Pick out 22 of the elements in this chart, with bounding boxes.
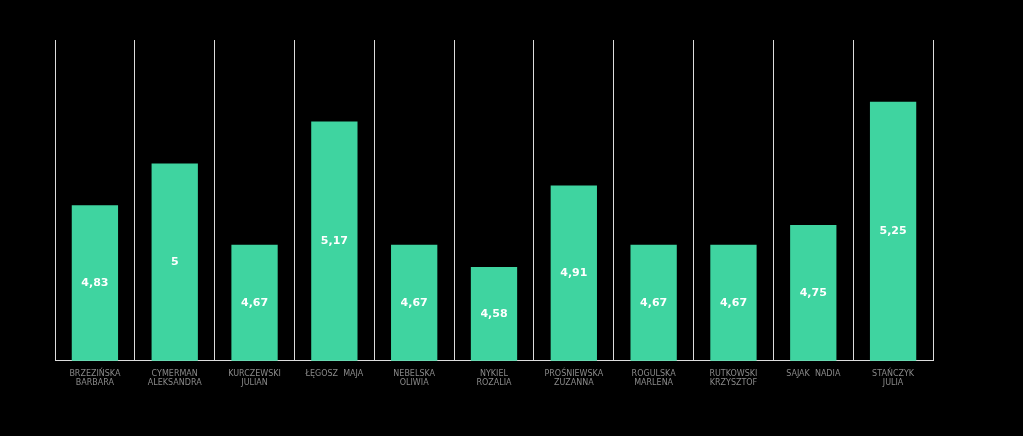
data-label: 4,91 bbox=[560, 266, 588, 280]
data-label: 4,67 bbox=[640, 295, 668, 309]
x-tick-label: NYKIEL ROZALIA bbox=[476, 368, 513, 388]
data-label: 4,83 bbox=[81, 275, 109, 289]
x-tick-label: PROŚNIEWSKA ZUZANNA bbox=[544, 366, 604, 388]
data-label: 4,67 bbox=[400, 295, 428, 309]
data-label: 4,67 bbox=[719, 295, 748, 309]
x-tick-label: ROGULSKA MARLENA bbox=[631, 368, 677, 388]
data-label: 4,67 bbox=[240, 295, 269, 309]
data-label: 5 bbox=[170, 254, 179, 268]
x-tick-label: BRZEZIŃSKA BARBARA bbox=[69, 366, 121, 388]
x-tick-label: ŁĘGOSZ MAJA bbox=[304, 368, 364, 378]
x-tick-label: STAŃCZYK JULIA bbox=[872, 366, 915, 388]
x-tick-label: RUTKOWSKI KRZYSZTOF bbox=[709, 368, 758, 388]
data-label: 5,17 bbox=[320, 233, 348, 247]
x-tick-label: KURCZEWSKI JULIAN bbox=[228, 368, 281, 388]
x-tick-label: CYMERMAN ALEKSANDRA bbox=[147, 368, 203, 388]
data-label: 4,75 bbox=[799, 285, 827, 299]
x-tick-label: SAJAK NADIA bbox=[786, 368, 841, 378]
data-label: 5,25 bbox=[879, 224, 907, 238]
x-tick-label: NEBELSKA OLIWIA bbox=[393, 368, 436, 388]
data-label: 4,58 bbox=[480, 306, 508, 320]
